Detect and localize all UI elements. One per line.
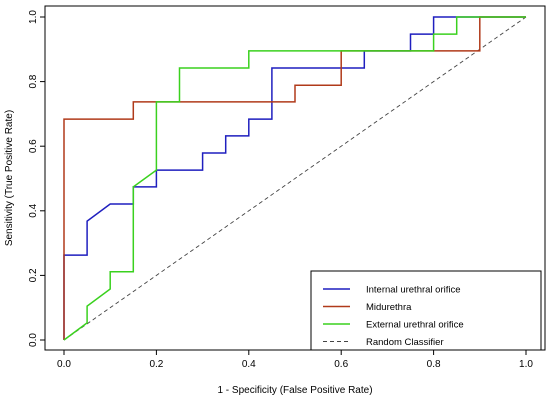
y-tick-label: 1.0 bbox=[28, 10, 39, 24]
y-tick-label: 0.6 bbox=[28, 139, 39, 153]
x-tick-label: 0.6 bbox=[334, 359, 348, 370]
x-tick-label: 0.8 bbox=[427, 359, 441, 370]
x-axis: 0.0 0.2 0.4 0.6 0.8 1.0 bbox=[57, 350, 533, 370]
y-axis: 0.0 0.2 0.4 0.6 0.8 1.0 bbox=[28, 10, 45, 347]
series-line-0 bbox=[63, 16, 526, 340]
series-line-3 bbox=[63, 16, 527, 341]
x-tick-label: 0.4 bbox=[242, 359, 256, 370]
plot-frame bbox=[44, 5, 546, 351]
legend-label: Random Classifier bbox=[366, 337, 444, 348]
legend-box bbox=[310, 270, 542, 351]
x-axis-title: 1 - Specificity (False Positive Rate) bbox=[217, 385, 372, 396]
series-line-2 bbox=[63, 16, 526, 341]
x-tick-label: 0.0 bbox=[57, 359, 71, 370]
y-tick-label: 0.0 bbox=[28, 333, 39, 347]
legend: Internal urethral orifice Midurethra Exter… bbox=[310, 270, 542, 351]
y-tick-label: 0.4 bbox=[28, 203, 39, 217]
series-line-1 bbox=[63, 16, 526, 340]
y-tick-label: 0.8 bbox=[28, 74, 39, 88]
x-tick-label: 1.0 bbox=[519, 359, 533, 370]
legend-label: External urethral orifice bbox=[366, 320, 464, 331]
series-layer bbox=[63, 16, 527, 341]
legend-label: Midurethra bbox=[366, 302, 412, 313]
y-axis-title: Sensitivity (True Positive Rate) bbox=[4, 110, 15, 246]
legend-label: Internal urethral orifice bbox=[366, 285, 461, 296]
y-tick-label: 0.2 bbox=[28, 268, 39, 282]
x-tick-label: 0.2 bbox=[149, 359, 163, 370]
